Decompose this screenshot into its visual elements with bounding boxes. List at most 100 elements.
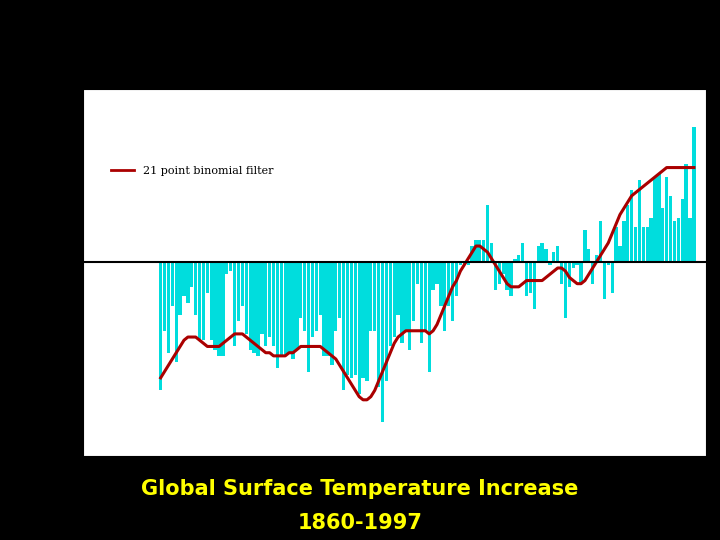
- Bar: [447, 262, 450, 306]
- Bar: [661, 208, 665, 262]
- Bar: [174, 262, 178, 362]
- Bar: [384, 262, 388, 381]
- Bar: [548, 262, 552, 265]
- Bar: [420, 262, 423, 343]
- Bar: [642, 227, 645, 262]
- Bar: [233, 262, 236, 347]
- Bar: [470, 246, 474, 262]
- Bar: [416, 262, 419, 284]
- Bar: [556, 246, 559, 262]
- Bar: [318, 262, 322, 315]
- Bar: [603, 262, 606, 299]
- Bar: [292, 262, 294, 359]
- Bar: [463, 262, 466, 265]
- Bar: [451, 262, 454, 321]
- Bar: [412, 262, 415, 321]
- Bar: [361, 262, 365, 378]
- Bar: [392, 262, 396, 337]
- Bar: [276, 262, 279, 368]
- Bar: [588, 249, 590, 262]
- Bar: [599, 221, 602, 262]
- Bar: [284, 262, 287, 356]
- Bar: [334, 262, 338, 331]
- Bar: [202, 262, 205, 340]
- Bar: [528, 262, 532, 293]
- Bar: [591, 262, 595, 284]
- Bar: [517, 255, 521, 262]
- Bar: [618, 246, 621, 262]
- Bar: [622, 221, 626, 262]
- Bar: [287, 262, 291, 353]
- Bar: [482, 240, 485, 262]
- Bar: [326, 262, 330, 356]
- Bar: [646, 227, 649, 262]
- Bar: [323, 262, 325, 356]
- Bar: [194, 262, 197, 315]
- Bar: [163, 262, 166, 331]
- Bar: [264, 262, 267, 347]
- Title: Combined global land air and sea surface temperatures
1860 - 1997 (relative to 1: Combined global land air and sea surface…: [197, 53, 592, 84]
- Bar: [478, 240, 482, 262]
- Bar: [159, 262, 162, 390]
- Bar: [190, 262, 194, 287]
- Bar: [494, 262, 497, 290]
- Bar: [680, 199, 684, 262]
- Bar: [626, 205, 629, 262]
- Bar: [358, 262, 361, 394]
- Bar: [315, 262, 318, 331]
- Bar: [677, 218, 680, 262]
- Bar: [669, 196, 672, 262]
- Bar: [634, 227, 637, 262]
- Bar: [369, 262, 372, 331]
- Bar: [330, 262, 333, 365]
- Bar: [443, 262, 446, 331]
- Y-axis label: Anomaly (°C) from 1961-90: Anomaly (°C) from 1961-90: [23, 185, 36, 360]
- Bar: [611, 262, 614, 293]
- Bar: [685, 164, 688, 262]
- Bar: [354, 262, 357, 375]
- Bar: [279, 262, 283, 356]
- Bar: [657, 174, 660, 262]
- Bar: [455, 262, 458, 296]
- Bar: [214, 262, 217, 349]
- Bar: [307, 262, 310, 372]
- Bar: [167, 262, 170, 353]
- Bar: [459, 262, 462, 265]
- Bar: [614, 227, 618, 262]
- Bar: [513, 259, 516, 262]
- Bar: [509, 262, 513, 296]
- Text: 1860-1997: 1860-1997: [297, 512, 423, 533]
- Bar: [389, 262, 392, 347]
- Bar: [248, 262, 252, 349]
- Bar: [400, 262, 404, 343]
- Bar: [649, 218, 653, 262]
- Bar: [525, 262, 528, 296]
- Bar: [206, 262, 209, 293]
- Bar: [225, 262, 228, 274]
- Bar: [486, 205, 490, 262]
- Bar: [474, 240, 477, 262]
- Bar: [575, 262, 579, 265]
- Bar: [552, 252, 555, 262]
- Bar: [688, 218, 692, 262]
- Bar: [541, 243, 544, 262]
- Bar: [198, 262, 201, 340]
- Bar: [583, 231, 587, 262]
- Bar: [630, 190, 634, 262]
- Bar: [404, 262, 408, 331]
- Bar: [653, 177, 657, 262]
- Bar: [260, 262, 264, 334]
- Bar: [311, 262, 314, 337]
- Bar: [572, 262, 575, 268]
- Bar: [436, 262, 438, 284]
- Bar: [672, 221, 676, 262]
- Text: Global Surface Temperature Increase: Global Surface Temperature Increase: [141, 478, 579, 499]
- Bar: [607, 262, 610, 265]
- Bar: [303, 262, 306, 331]
- Bar: [505, 262, 509, 290]
- Bar: [338, 262, 341, 318]
- Bar: [373, 262, 377, 331]
- Bar: [245, 262, 248, 334]
- Bar: [439, 262, 443, 306]
- Bar: [346, 262, 349, 375]
